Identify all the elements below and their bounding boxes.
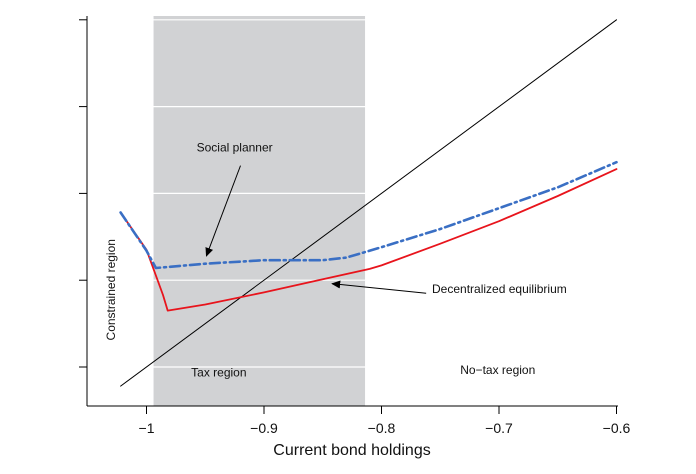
x-tick-label-2: −0.8 — [368, 420, 396, 436]
shaded-region-layer — [153, 16, 366, 406]
annotation-tax: Tax region — [191, 366, 246, 380]
annotation-notax: No−tax region — [460, 363, 535, 377]
grid-layer — [87, 19, 618, 368]
annotation-arrow-social — [205, 165, 241, 257]
annotation-layer: Social planner Decentralized equilibrium T… — [104, 141, 567, 380]
x-axis-label: Current bond holdings — [273, 442, 430, 459]
annotation-decentralized: Decentralized equilibrium — [432, 282, 567, 296]
x-tick-label-4: −0.6 — [603, 420, 631, 436]
tax-region-shade — [153, 16, 366, 406]
x-tick-label-1: −0.9 — [250, 420, 278, 436]
x-tick-label-3: −0.7 — [485, 420, 513, 436]
axis-layer: −1 −0.9 −0.8 −0.7 −0.6 — [79, 16, 631, 436]
series-line-0 — [120, 19, 617, 387]
series-line-1 — [119, 168, 618, 312]
annotation-social: Social planner — [197, 141, 273, 155]
annotation-arrow-decentralized — [331, 280, 427, 294]
series-line-2 — [119, 160, 618, 270]
x-tick-label-0: −1 — [139, 420, 155, 436]
annotation-constrained: Constrained region — [104, 239, 118, 340]
series-layer — [119, 19, 618, 387]
